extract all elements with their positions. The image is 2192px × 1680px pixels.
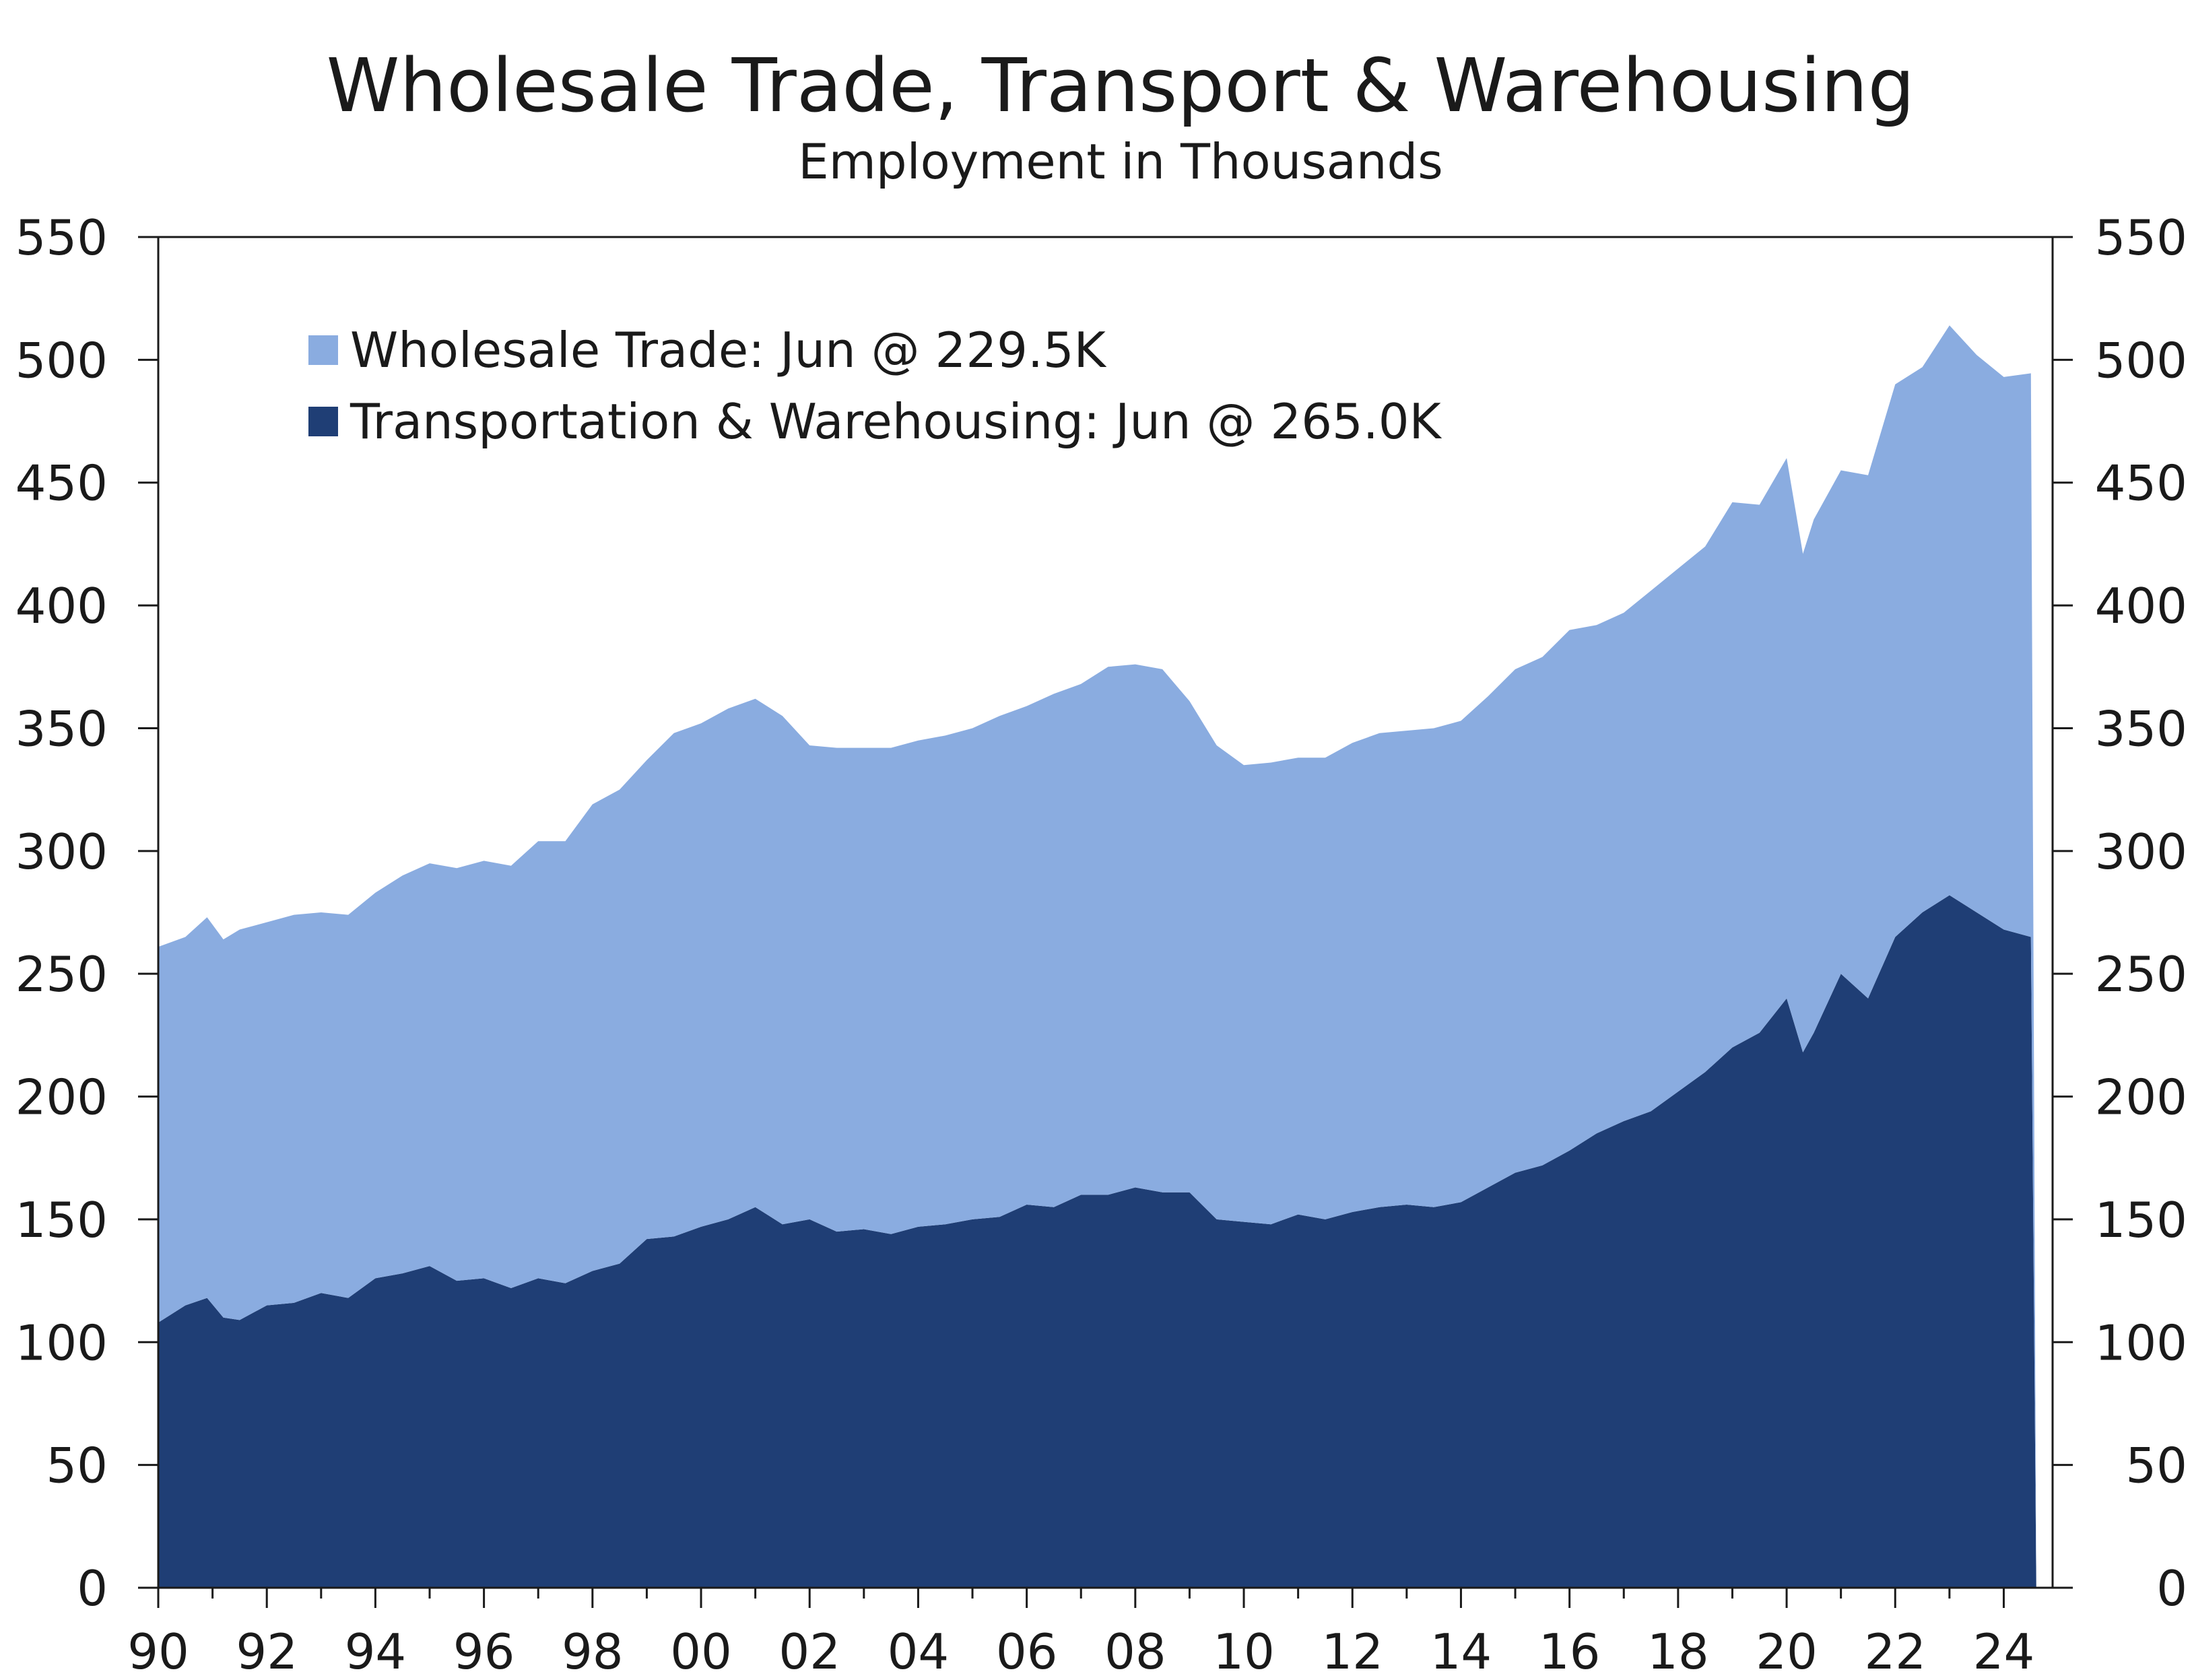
legend-swatch-wholesale-trade bbox=[308, 335, 338, 365]
x-tick-label: 02 bbox=[778, 1623, 840, 1680]
x-tick-label: 20 bbox=[1756, 1623, 1818, 1680]
y-tick-label-left: 100 bbox=[15, 1314, 108, 1371]
y-tick-label-left: 200 bbox=[15, 1069, 108, 1126]
x-tick-label: 04 bbox=[888, 1623, 950, 1680]
x-tick-label: 08 bbox=[1104, 1623, 1166, 1680]
area-wholesale-trade bbox=[158, 325, 2036, 1588]
x-tick-label: 00 bbox=[670, 1623, 732, 1680]
x-tick-label: 12 bbox=[1321, 1623, 1383, 1680]
y-tick-label-left: 0 bbox=[77, 1560, 108, 1617]
legend-label-transportation-warehousing: Transportation & Warehousing: Jun @ 265.… bbox=[350, 393, 1442, 450]
x-tick-label: 18 bbox=[1647, 1623, 1709, 1680]
y-tick-label-left: 250 bbox=[15, 946, 108, 1003]
legend: Wholesale Trade: Jun @ 229.5K Transporta… bbox=[308, 322, 1442, 450]
y-tick-label-right: 400 bbox=[2095, 578, 2187, 634]
plot-area bbox=[157, 236, 2054, 1589]
x-tick-label: 90 bbox=[127, 1623, 189, 1680]
x-axis: 90 92 94 96 98 00 02 04 06 08 10 12 14 16 18 20 22 24 bbox=[127, 1588, 2034, 1680]
y-tick-label-left: 150 bbox=[15, 1192, 108, 1248]
x-tick-label: 94 bbox=[345, 1623, 407, 1680]
y-tick-label-right: 50 bbox=[2125, 1438, 2187, 1494]
legend-swatch-transportation-warehousing bbox=[308, 407, 338, 436]
y-tick-label-left: 400 bbox=[15, 578, 108, 634]
chart-subtitle: Employment in Thousands bbox=[798, 133, 1442, 190]
y-tick-label-left: 450 bbox=[15, 455, 108, 512]
y-tick-label-right: 0 bbox=[2156, 1560, 2187, 1617]
x-tick-label: 16 bbox=[1539, 1623, 1601, 1680]
x-tick-label: 22 bbox=[1864, 1623, 1926, 1680]
y-tick-label-right: 500 bbox=[2095, 332, 2187, 389]
y-tick-label-right: 200 bbox=[2095, 1069, 2187, 1126]
y-tick-label-left: 300 bbox=[15, 824, 108, 880]
y-tick-label-right: 150 bbox=[2095, 1192, 2187, 1248]
x-tick-label: 92 bbox=[236, 1623, 298, 1680]
x-tick-label: 06 bbox=[996, 1623, 1058, 1680]
y-tick-label-left: 500 bbox=[15, 332, 108, 389]
y-tick-label-right: 100 bbox=[2095, 1314, 2187, 1371]
y-tick-label-right: 450 bbox=[2095, 455, 2187, 512]
area-transportation-warehousing bbox=[158, 895, 2036, 1588]
legend-label-wholesale-trade: Wholesale Trade: Jun @ 229.5K bbox=[350, 322, 1107, 378]
y-tick-label-left: 550 bbox=[15, 209, 108, 266]
y-tick-label-left: 350 bbox=[15, 700, 108, 757]
y-axis-left: 0 50 100 150 200 250 300 350 400 450 500 550 bbox=[15, 209, 158, 1617]
x-tick-label: 14 bbox=[1430, 1623, 1492, 1680]
y-axis-right: 0 50 100 150 200 250 300 350 400 450 500 550 bbox=[2053, 209, 2187, 1617]
x-tick-label: 96 bbox=[453, 1623, 515, 1680]
y-tick-label-right: 250 bbox=[2095, 946, 2187, 1003]
y-tick-label-left: 50 bbox=[46, 1438, 108, 1494]
x-tick-label: 98 bbox=[562, 1623, 624, 1680]
x-tick-label: 10 bbox=[1213, 1623, 1275, 1680]
chart-title: Wholesale Trade, Transport & Warehousing bbox=[327, 42, 1915, 129]
y-tick-label-right: 300 bbox=[2095, 824, 2187, 880]
plot-frame bbox=[157, 236, 2054, 1589]
x-tick-label: 24 bbox=[1973, 1623, 2035, 1680]
y-tick-label-right: 350 bbox=[2095, 700, 2187, 757]
y-tick-label-right: 550 bbox=[2095, 209, 2187, 266]
